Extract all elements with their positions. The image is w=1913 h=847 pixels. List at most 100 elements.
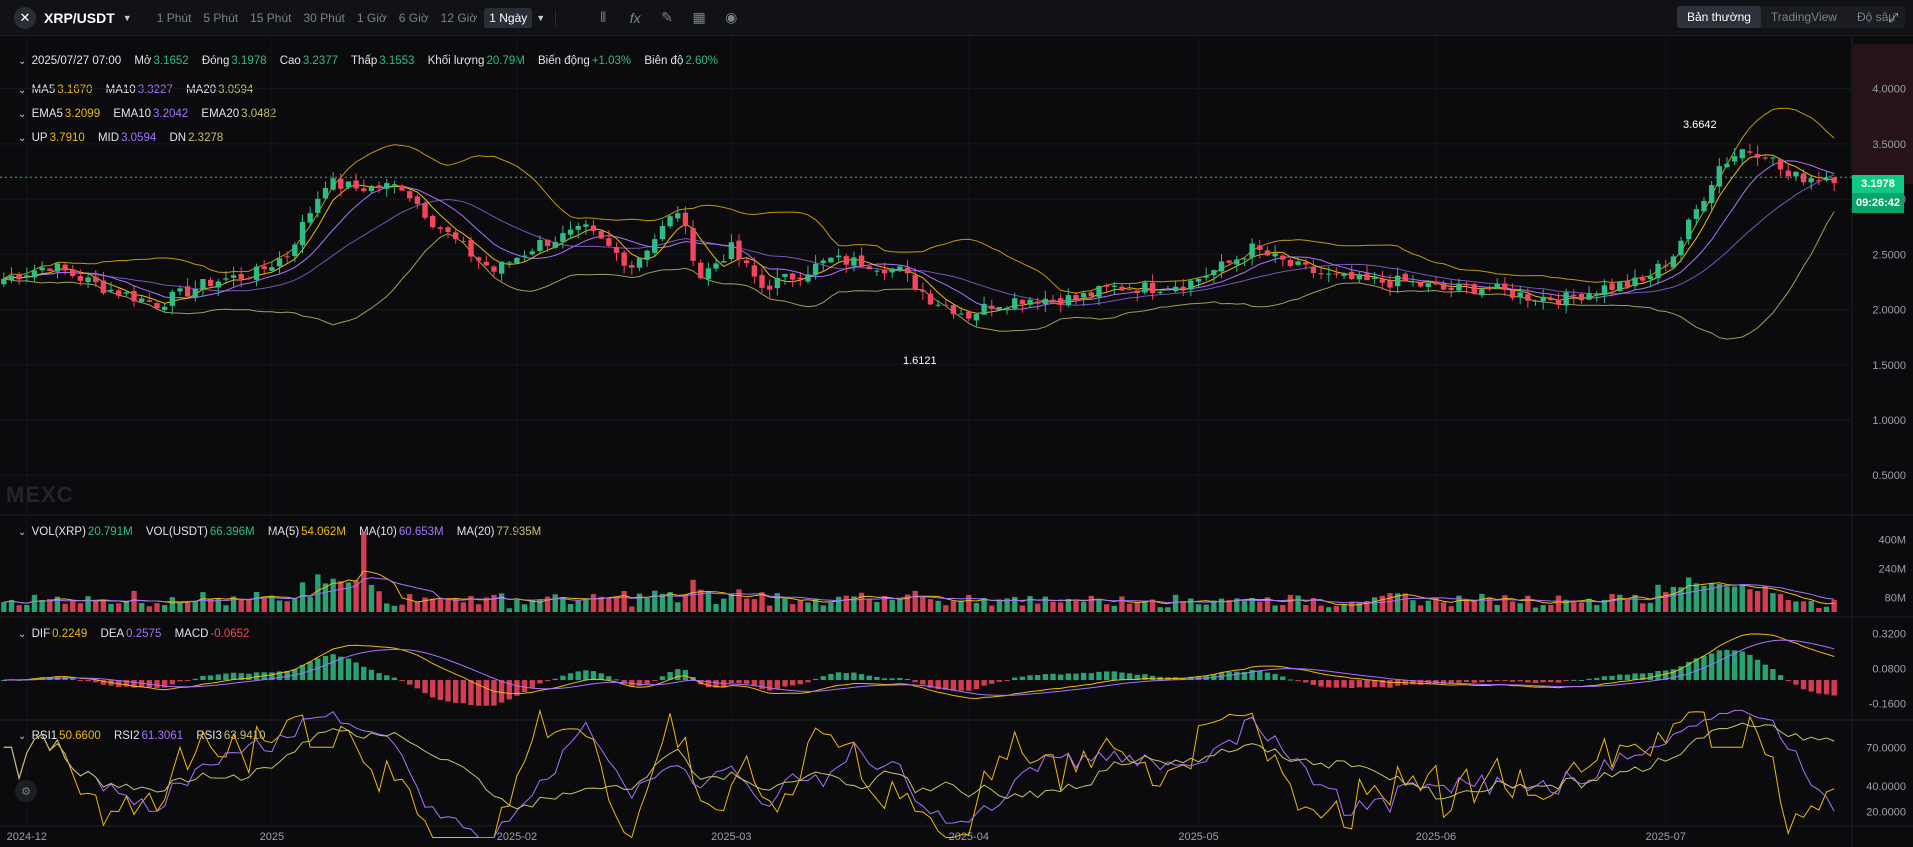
x-tick-4: 2025-04 [949, 831, 989, 843]
candle-body [766, 285, 773, 290]
macd-bar [1471, 680, 1477, 683]
volume-bar [1517, 603, 1523, 612]
interval-6[interactable]: 12 Giờ [440, 10, 478, 25]
candle-body [812, 263, 819, 276]
macd-bar [207, 675, 214, 681]
layout-grid-icon[interactable]: ▦ [692, 9, 706, 25]
macd-bar [123, 680, 130, 687]
volume-bar [299, 582, 306, 612]
draw-pencil-icon[interactable]: ✎ [661, 9, 674, 25]
indicator-fx-icon[interactable]: fx [629, 9, 641, 26]
volume-bar [1555, 595, 1562, 612]
candle-body [1280, 255, 1286, 260]
macd-tick-1: 0.0800 [1872, 663, 1906, 675]
volume-bar [1218, 598, 1225, 612]
candle-type-icon[interactable]: ⫴ [600, 9, 607, 25]
volume-bar [230, 596, 237, 612]
candle-body [1494, 283, 1500, 290]
volume-bar [1027, 596, 1033, 612]
volume-bar [1479, 593, 1485, 612]
interval-5[interactable]: 6 Giờ [398, 10, 429, 25]
view-1[interactable]: TradingView [1770, 10, 1837, 24]
vol-ma20-value: 77.935M [496, 526, 542, 538]
candle-body [705, 268, 712, 280]
boll-dn-label: DN [169, 132, 187, 144]
collapse-arrow-icon[interactable]: ⌄ [18, 629, 27, 640]
volume-bar [652, 590, 658, 612]
volume-bar [1019, 605, 1026, 612]
candle-body [138, 298, 145, 302]
volume-bar [1777, 594, 1784, 612]
candle-body [177, 288, 183, 292]
volume-bar [1425, 600, 1431, 612]
candle-body [1326, 273, 1332, 275]
candle-body [544, 239, 551, 246]
candle-body [77, 276, 84, 281]
candle-body [1410, 281, 1416, 283]
macd-bar [858, 674, 865, 681]
symbol-title[interactable]: XRP/USDT [44, 9, 115, 26]
candle-body [575, 226, 581, 230]
macd-bar [1111, 671, 1117, 681]
interval-2[interactable]: 15 Phút [250, 10, 292, 25]
macd-bar [1685, 661, 1692, 681]
candle-body [675, 213, 681, 219]
ohlc-legend: ⌄ 2025/07/27 07:00 Mở 3.1652 Đóng 3.1978 C… [18, 55, 720, 67]
candle-body [108, 289, 114, 292]
interval-0[interactable]: 1 Phút [156, 10, 192, 25]
macd-bar [981, 680, 987, 686]
candle-body [1770, 157, 1776, 159]
volume-bar [24, 604, 30, 612]
low-marker-label: 1.6121 [903, 355, 937, 367]
collapse-arrow-icon[interactable]: ⌄ [18, 731, 27, 742]
volume-bar [1042, 596, 1049, 612]
macd-bar [1371, 680, 1378, 687]
macd-bar [39, 677, 45, 681]
interval-7[interactable]: 1 Ngày [484, 7, 533, 28]
candle-body [361, 188, 367, 192]
price-tick-0: 4.0000 [1872, 84, 1906, 96]
volume-bar [1035, 603, 1041, 612]
macd-bar [1119, 672, 1125, 681]
collapse-arrow-icon[interactable]: ⌄ [18, 109, 27, 120]
macd-bar [1647, 673, 1654, 681]
collapse-arrow-icon[interactable]: ⌄ [18, 85, 27, 96]
macd-tick-0: 0.3200 [1872, 629, 1906, 641]
candle-body [1708, 185, 1715, 204]
macd-bar [912, 680, 918, 683]
collapse-arrow-icon[interactable]: ⌄ [18, 133, 27, 144]
view-2[interactable]: Độ sâu [1856, 10, 1895, 24]
interval-dropdown-icon[interactable]: ▼ [536, 12, 546, 23]
volume-bar [460, 602, 467, 612]
close-icon[interactable]: ✕ [14, 6, 36, 29]
macd-bar [1142, 674, 1148, 681]
macd-bar [1349, 680, 1355, 689]
volume-bar [1440, 602, 1447, 612]
fullscreen-icon[interactable]: ⤢ [1888, 10, 1899, 25]
interval-1[interactable]: 5 Phút [203, 10, 239, 25]
candle-body [1012, 298, 1018, 309]
macd-bar [606, 676, 612, 681]
interval-3[interactable]: 30 Phút [303, 10, 345, 25]
collapse-arrow-icon[interactable]: ⌄ [18, 56, 27, 67]
view-0[interactable]: Bản thường [1676, 6, 1761, 28]
macd-bar [835, 672, 842, 681]
candle-body [491, 266, 497, 272]
interval-4[interactable]: 1 Giờ [356, 10, 387, 25]
chevron-down-icon[interactable]: ▼ [122, 12, 132, 23]
candle-body [828, 257, 834, 263]
collapse-arrow-icon[interactable]: ⌄ [18, 527, 27, 538]
candle-body [759, 275, 765, 288]
volume-bar [1540, 605, 1546, 612]
volume-bar [468, 595, 474, 612]
candle-body [989, 305, 995, 309]
settings-icon[interactable]: ⚙ [15, 780, 37, 802]
candle-body [276, 258, 283, 267]
candle-body [1103, 285, 1110, 287]
camera-icon[interactable]: ◉ [725, 9, 738, 25]
macd-bar [1096, 671, 1102, 681]
rsi-tick-2: 20.0000 [1866, 807, 1906, 819]
volume-bar [1601, 600, 1608, 612]
macd-bar [1731, 650, 1738, 681]
